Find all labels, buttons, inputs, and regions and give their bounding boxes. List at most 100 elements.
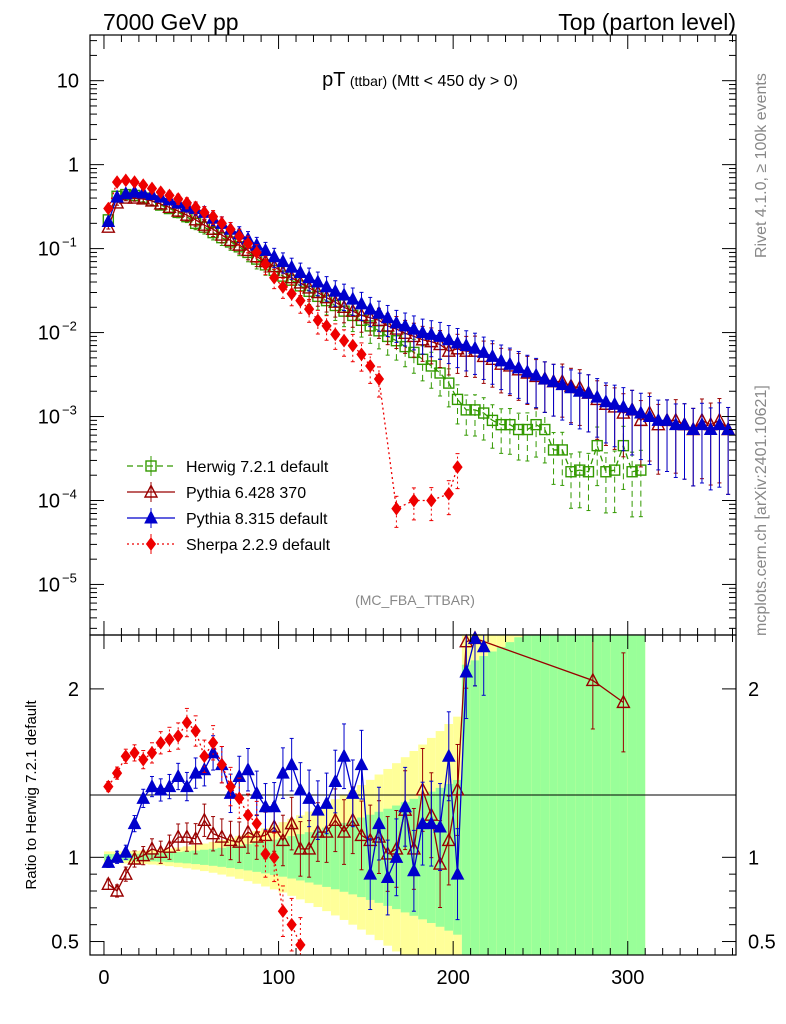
main-data-point [478, 407, 490, 419]
ratio-data-point [136, 790, 151, 804]
ratio-data-point [269, 850, 280, 865]
ratio-band-inner [208, 848, 218, 866]
legend-label: Herwig 7.2.1 default [186, 459, 329, 476]
main-data-point [415, 324, 430, 339]
rivet-version-label: Rivet 4.1.0, ≥ 100k events [753, 73, 770, 258]
ratio-data-point [275, 832, 291, 847]
main-data-point [451, 393, 464, 406]
ratio-y-tick-label: 0.5 [51, 932, 79, 954]
ratio-data-point [127, 816, 142, 830]
ratio-data-point [415, 816, 430, 830]
main-data-point [476, 344, 491, 358]
ratio-band-inner [330, 825, 340, 890]
main-data-point [634, 405, 648, 419]
main-data-point [616, 399, 631, 413]
main-data-point [564, 380, 578, 394]
ratio-panel: 2 2 1 1 0.5 0.5 0 100 200 300 Ratio to Herwig 7.2… [23, 630, 776, 989]
ratio-data-point [293, 840, 308, 855]
ratio-data-point [585, 672, 600, 687]
ratio-band-inner [182, 851, 192, 864]
main-data-point [234, 229, 245, 244]
main-data-point [216, 216, 227, 231]
main-data-point [173, 192, 184, 206]
ratio-data-point [199, 749, 210, 764]
ratio-data-point [181, 715, 193, 730]
main-data-point [537, 371, 552, 385]
ratio-data-point [468, 630, 482, 644]
ratio-data-point [197, 762, 212, 776]
main-data-point [459, 337, 474, 352]
main-data-point [380, 310, 395, 324]
main-data-point [311, 274, 325, 288]
ratio-axes: 2 2 1 1 0.5 0.5 0 100 200 300 [51, 635, 776, 989]
ratio-data-point [225, 779, 236, 794]
ratio-data-point [171, 829, 186, 843]
main-data-point [398, 318, 412, 332]
main-data-point [572, 383, 587, 397]
ratio-data-point [109, 882, 125, 897]
ratio-data-point [295, 938, 306, 952]
main-data-point [144, 192, 160, 207]
main-data-point [642, 408, 657, 423]
x-tick-label: 0 [98, 967, 109, 989]
main-data-point [590, 389, 605, 403]
ratio-data-point [616, 694, 631, 709]
ratio-data-point [162, 778, 177, 793]
x-tick-label: 100 [262, 967, 295, 989]
y-tick-label: 10 [38, 490, 60, 512]
ratio-data-point [267, 818, 282, 833]
main-data-point [607, 396, 622, 410]
ratio-data-point [216, 757, 227, 772]
main-data-point [276, 254, 290, 268]
ratio-data-point [223, 832, 238, 847]
plot-title-small: (ttbar) [350, 73, 387, 89]
ratio-data-point [441, 832, 456, 847]
legend-label: Pythia 6.428 370 [186, 485, 306, 502]
main-data-point [225, 222, 236, 237]
ratio-data-point [424, 816, 439, 830]
main-data-point [626, 466, 638, 478]
y-tick-exponent: −4 [62, 486, 77, 501]
main-data-point [356, 347, 367, 362]
legend: Herwig 7.2.1 default Pythia 6.428 370 Pyth… [127, 456, 331, 554]
ratio-frame [89, 634, 737, 956]
ratio-band-inner [217, 847, 227, 867]
main-data-point [468, 340, 482, 354]
main-data-point [328, 283, 343, 297]
ratio-data-point [260, 847, 271, 861]
legend-label: Pythia 8.315 default [186, 511, 328, 528]
main-data-point [302, 270, 316, 284]
legend-label: Sherpa 2.2.9 default [186, 537, 331, 554]
main-data-point [365, 359, 376, 373]
main-series-sherpa-229 [103, 173, 463, 528]
ratio-data-point [284, 815, 299, 830]
main-data-point [295, 293, 306, 308]
main-data-point [443, 377, 455, 389]
ratio-data-point [103, 779, 114, 794]
ratio-band-inner [173, 851, 183, 863]
ratio-data-point [234, 791, 245, 806]
ratio-data-point [249, 785, 264, 799]
ratio-y-axis-label: Ratio to Herwig 7.2.1 default [23, 700, 40, 890]
main-data-point [199, 205, 210, 220]
ratio-data-point [476, 639, 491, 653]
ratio-data-point [205, 825, 221, 840]
y-tick-label: 10 [38, 574, 60, 596]
ratio-y-tick-label-right: 1 [748, 847, 759, 869]
ratio-data-point [118, 844, 133, 858]
ratio-data-point [328, 773, 343, 788]
ratio-data-point [240, 824, 256, 838]
ratio-data-point [302, 790, 316, 804]
main-data-point [485, 348, 500, 362]
main-data-point [494, 353, 508, 367]
main-data-point [546, 374, 561, 388]
main-line [107, 193, 641, 473]
main-data-point [469, 404, 481, 416]
main-data-point [110, 189, 124, 203]
header-right: Top (parton level) [558, 9, 736, 35]
main-data-point [153, 195, 168, 210]
ratio-data-point [232, 834, 247, 848]
y-tick-exponent: −3 [62, 403, 77, 418]
main-data-point [179, 207, 195, 221]
y-tick-label: 10 [57, 71, 79, 93]
